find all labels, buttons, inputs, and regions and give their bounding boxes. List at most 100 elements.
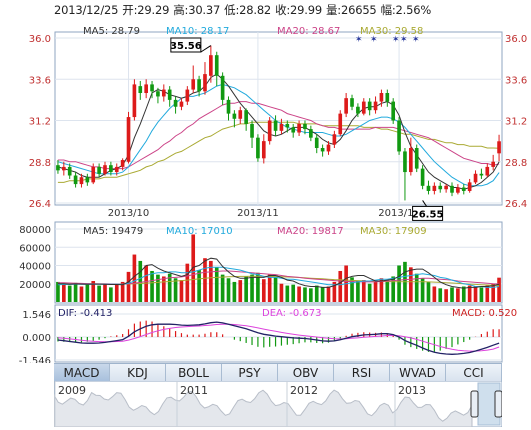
candle-body (226, 99, 231, 114)
volume-bar (126, 271, 131, 302)
event-marker-star: ✶ (400, 35, 408, 45)
macd-dea-line (57, 323, 500, 352)
candle-body (220, 75, 225, 100)
annotation-box (412, 205, 444, 221)
volume-bar (97, 285, 101, 302)
overview-right-handle[interactable] (494, 390, 502, 418)
volume-bar (226, 278, 231, 302)
tab-cci[interactable]: CCI (446, 364, 502, 382)
overview-year-label: 2011 (180, 384, 208, 397)
volume-bar (250, 274, 254, 302)
volume-bar (467, 285, 472, 302)
volume-ma5-line (57, 257, 500, 289)
candle-body (326, 144, 331, 152)
volume-bar (209, 260, 213, 302)
volume-bar (291, 284, 296, 302)
volume-bar (173, 278, 178, 302)
candle-body (361, 101, 366, 114)
overview-year-label: 2012 (290, 384, 318, 397)
overview-year-label: 2013 (398, 384, 426, 397)
candle-body (56, 165, 60, 171)
volume-bar (144, 265, 148, 302)
volume-bar (391, 276, 396, 302)
price-ma5-line (57, 73, 500, 190)
volume-bar (85, 284, 90, 302)
volume-bar (473, 286, 478, 302)
volume-bar (432, 286, 437, 302)
price-legend-item: MA10: 28.17 (166, 26, 229, 37)
candle-body (473, 173, 478, 183)
overview-navigator[interactable]: 2009 2011 2012 2013 (54, 381, 502, 427)
change-label: 幅: (380, 3, 396, 17)
candle-body (461, 187, 466, 191)
tab-kdj[interactable]: KDJ (110, 364, 166, 382)
tab-wvad[interactable]: WVAD (390, 364, 446, 382)
volume-bar (320, 287, 325, 302)
volume-bar (420, 278, 425, 302)
tab-psy[interactable]: PSY (222, 364, 278, 382)
candle-body (432, 185, 437, 191)
volume-bar (367, 283, 372, 302)
candle-body (309, 129, 313, 138)
candle-body (450, 185, 454, 193)
volume-legend-item: MA5: 19479 (83, 226, 143, 237)
indicator-tabs: MACD KDJ BOLL PSY OBV RSI WVAD CCI (54, 363, 502, 382)
candle-body (232, 113, 237, 119)
event-marker-star: ✶ (412, 35, 420, 45)
candle-body (332, 134, 337, 145)
low-label: 低: (224, 3, 240, 17)
volume-value: 26655 (340, 3, 377, 17)
annotation-label: 35.56 (170, 41, 202, 52)
price-xtick-label: 2013/12 (378, 208, 420, 219)
candle-body (132, 84, 137, 118)
volume-bar (103, 283, 107, 302)
price-ytick-left: 26.4 (29, 199, 51, 210)
candle-body (456, 187, 460, 193)
volume-bar (79, 286, 84, 302)
macd-legend-item: DEA: -0.673 (262, 308, 321, 319)
price-ytick-left: 31.2 (29, 117, 51, 128)
volume-bar (91, 281, 96, 302)
volume-bar (232, 281, 237, 302)
volume-bar (185, 263, 190, 302)
tab-rsi[interactable]: RSI (334, 364, 390, 382)
candle-body (367, 101, 372, 111)
candle-body (397, 120, 401, 152)
tab-macd[interactable]: MACD (54, 364, 110, 382)
volume-bar (244, 276, 248, 302)
volume-ytick: 40000 (19, 262, 51, 273)
candle-body (114, 166, 119, 173)
annotation-label: 26.55 (412, 209, 444, 220)
price-xtick-label: 2013/10 (108, 208, 150, 219)
volume-bar (461, 286, 466, 302)
candle-body (303, 123, 307, 130)
close-label: 收: (275, 3, 291, 17)
volume-bar (350, 277, 354, 302)
candle-body (120, 160, 125, 167)
volume-bar (56, 281, 60, 302)
tab-boll[interactable]: BOLL (166, 364, 222, 382)
volume-bar (61, 283, 66, 302)
volume-bar (150, 270, 154, 302)
candle-body (314, 137, 319, 148)
candle-body (67, 166, 72, 176)
tab-obv[interactable]: OBV (278, 364, 334, 382)
overview-left-handle[interactable] (470, 390, 479, 418)
candle-body (485, 166, 490, 176)
candle-body (426, 185, 431, 191)
volume-bar (191, 234, 196, 302)
macd-dif-line (57, 321, 500, 355)
candle-body (185, 89, 190, 102)
volume-bar (338, 270, 343, 302)
candle-body (267, 120, 272, 142)
volume-bar (67, 285, 72, 302)
quote-header: 2013/12/25 开:29.29 高:30.37 低:28.82 收:29.99 量:… (54, 2, 524, 17)
candle-body (156, 91, 160, 97)
volume-bar (332, 281, 337, 302)
volume-bar (161, 276, 166, 302)
volume-legend-item: MA30: 17909 (360, 226, 427, 237)
overview-area (54, 389, 473, 427)
candle-body (438, 185, 443, 190)
volume-ytick: 20000 (19, 280, 51, 291)
volume-bar (273, 276, 278, 302)
